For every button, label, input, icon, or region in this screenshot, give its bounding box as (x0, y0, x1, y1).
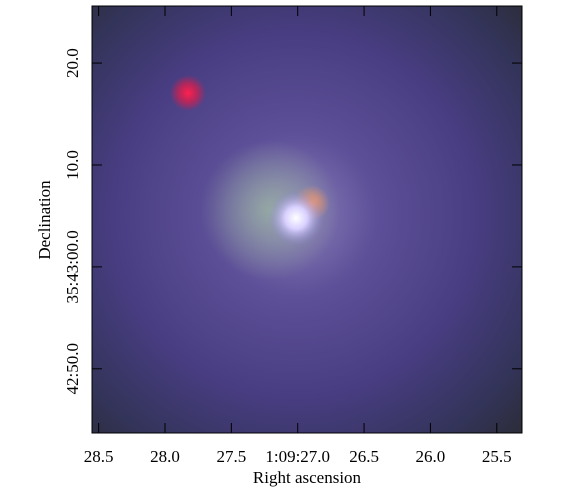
y-tick-label: 20.0 (63, 48, 82, 78)
y-tick-label: 35:43:00.0 (63, 230, 82, 303)
y-tick-label: 10.0 (63, 150, 82, 180)
x-tick-label: 27.5 (216, 447, 246, 466)
x-tick-label: 1:09:27.0 (265, 447, 330, 466)
x-tick-label: 26.5 (349, 447, 379, 466)
x-tick-label: 28.5 (84, 447, 114, 466)
plot-frame (91, 5, 523, 434)
x-tick-label: 26.0 (416, 447, 446, 466)
x-axis-label: Right ascension (253, 468, 362, 487)
x-tick-label: 25.5 (482, 447, 512, 466)
y-tick-label: 42:50.0 (63, 343, 82, 394)
x-tick-label: 28.0 (150, 447, 180, 466)
y-axis-label: Declination (35, 180, 54, 260)
sky-image (92, 6, 522, 433)
